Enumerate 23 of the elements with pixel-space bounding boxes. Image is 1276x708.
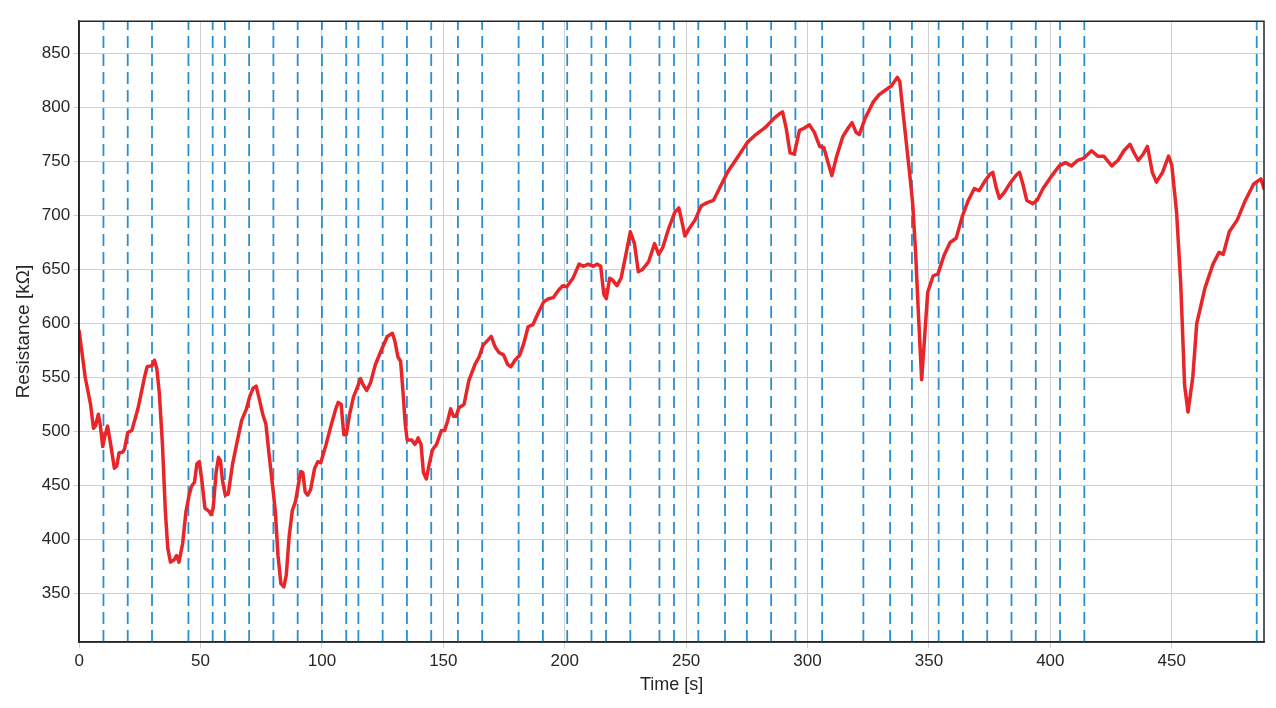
x-tick-label: 150 [429, 650, 458, 670]
y-axis-title: Resistance [kΩ] [11, 264, 33, 399]
y-tick-label: 700 [41, 205, 71, 225]
x-tick-label: 50 [191, 650, 211, 670]
y-tick-label: 450 [41, 475, 71, 495]
x-tick-label: 300 [793, 650, 822, 670]
y-tick-label: 800 [41, 97, 71, 117]
x-tick-label: 100 [307, 650, 337, 670]
y-tick-label: 350 [41, 583, 71, 603]
y-tick-label: 600 [41, 313, 71, 333]
y-tick-label: 650 [41, 259, 71, 279]
x-tick-label: 250 [671, 650, 701, 670]
x-tick-label: 350 [914, 650, 944, 670]
y-tick-label: 850 [41, 43, 71, 63]
y-tick-label: 750 [41, 151, 71, 171]
x-tick-label: 200 [550, 650, 579, 670]
y-tick-label: 400 [41, 529, 71, 549]
y-tick-label: 550 [41, 367, 71, 387]
x-tick-label: 0 [74, 650, 84, 670]
y-tick-label: 500 [41, 421, 71, 441]
x-axis-title: Time [s] [639, 674, 704, 695]
x-tick-label: 400 [1036, 650, 1065, 670]
x-tick-label: 450 [1157, 650, 1186, 670]
